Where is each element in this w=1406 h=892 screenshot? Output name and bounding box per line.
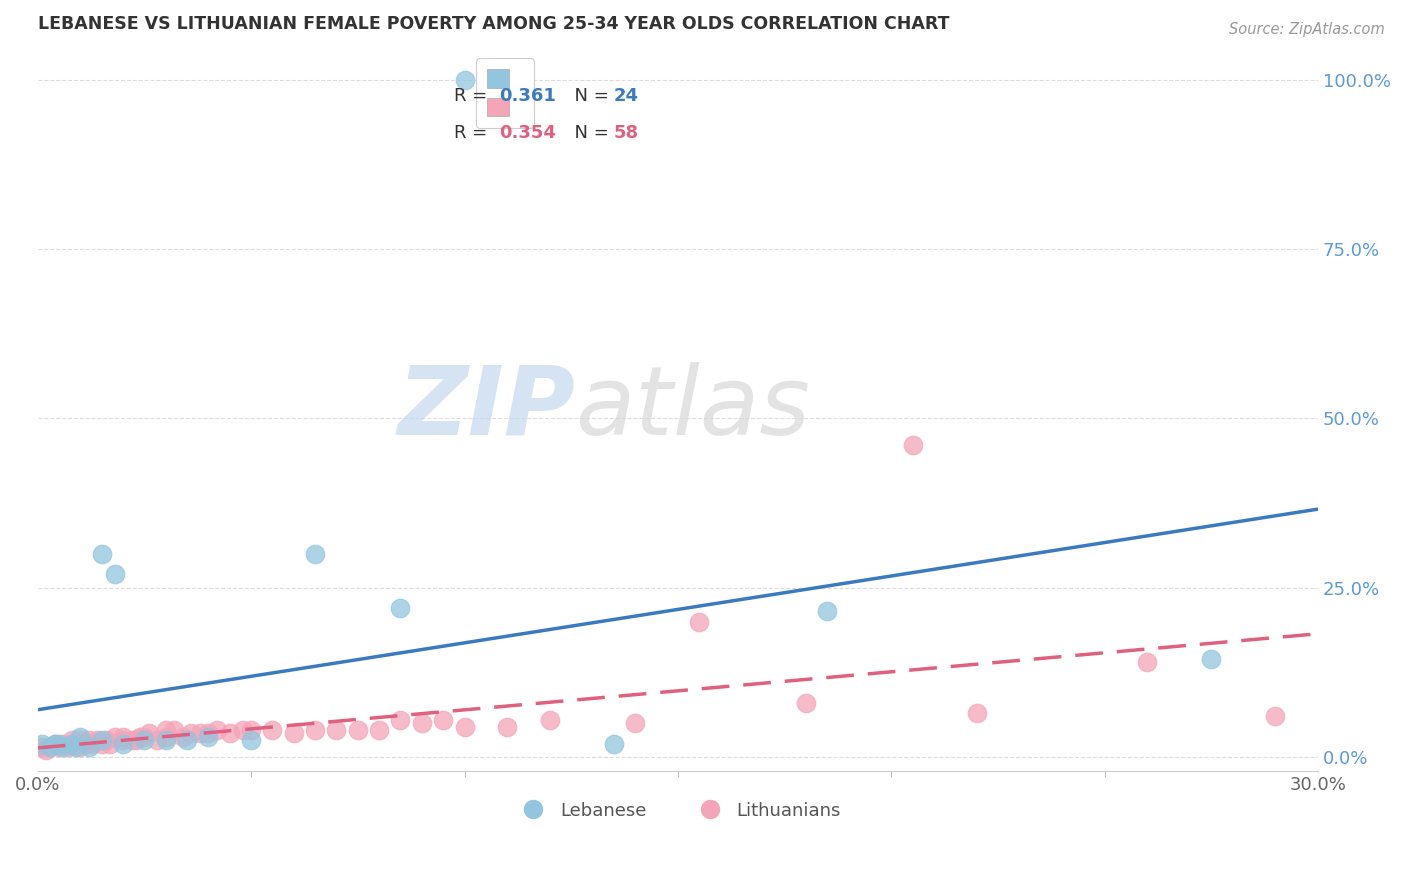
Point <box>138 726 160 740</box>
Point <box>389 713 412 727</box>
Point <box>603 737 626 751</box>
Text: 58: 58 <box>614 124 638 142</box>
Point <box>103 567 125 582</box>
Point <box>901 438 924 452</box>
Point <box>48 737 70 751</box>
Point <box>155 730 177 744</box>
Point <box>304 547 326 561</box>
Point <box>155 733 177 747</box>
Point <box>94 733 117 747</box>
Point <box>60 737 83 751</box>
Point <box>82 737 104 751</box>
Text: 0.354: 0.354 <box>499 124 555 142</box>
Point <box>155 723 177 737</box>
Point <box>176 733 198 747</box>
Point <box>815 604 838 618</box>
Point <box>218 726 240 740</box>
Legend: Lebanese, Lithuanians: Lebanese, Lithuanians <box>508 795 848 827</box>
Point <box>304 723 326 737</box>
Point <box>112 733 135 747</box>
Point <box>1264 709 1286 723</box>
Point <box>496 720 519 734</box>
Text: R =: R = <box>454 87 494 105</box>
Point <box>52 737 75 751</box>
Point <box>411 716 433 731</box>
Text: R =: R = <box>454 124 494 142</box>
Text: ZIP: ZIP <box>398 361 575 455</box>
Point <box>624 716 647 731</box>
Point <box>65 739 87 754</box>
Point <box>39 739 62 754</box>
Point <box>129 730 152 744</box>
Point <box>73 737 96 751</box>
Point <box>453 72 475 87</box>
Point <box>794 696 817 710</box>
Text: N =: N = <box>562 87 614 105</box>
Text: 24: 24 <box>614 87 638 105</box>
Point <box>188 726 211 740</box>
Point <box>197 730 219 744</box>
Point <box>121 733 143 747</box>
Point <box>103 730 125 744</box>
Point <box>1201 652 1223 666</box>
Point <box>48 739 70 754</box>
Point <box>389 601 412 615</box>
Point <box>1136 655 1159 669</box>
Point <box>325 723 347 737</box>
Point <box>77 739 100 754</box>
Point <box>346 723 368 737</box>
Point <box>688 615 710 629</box>
Point <box>86 733 108 747</box>
Text: N =: N = <box>562 124 614 142</box>
Point <box>44 737 66 751</box>
Point <box>39 739 62 754</box>
Point <box>35 743 58 757</box>
Point <box>283 726 305 740</box>
Point <box>232 723 254 737</box>
Point <box>453 720 475 734</box>
Point <box>240 733 263 747</box>
Point <box>65 737 87 751</box>
Point <box>125 733 148 747</box>
Text: 0.361: 0.361 <box>499 87 555 105</box>
Point <box>368 723 391 737</box>
Point <box>90 733 112 747</box>
Point <box>98 737 121 751</box>
Point <box>69 733 91 747</box>
Point <box>69 730 91 744</box>
Point <box>90 737 112 751</box>
Point <box>134 733 156 747</box>
Point <box>197 726 219 740</box>
Text: atlas: atlas <box>575 361 810 455</box>
Point <box>31 737 53 751</box>
Point <box>60 737 83 751</box>
Point <box>60 733 83 747</box>
Point <box>69 739 91 754</box>
Point <box>966 706 988 720</box>
Point <box>90 547 112 561</box>
Point <box>77 733 100 747</box>
Point <box>538 713 561 727</box>
Point <box>56 739 79 754</box>
Point <box>432 713 454 727</box>
Point <box>52 739 75 754</box>
Point <box>163 723 186 737</box>
Text: Source: ZipAtlas.com: Source: ZipAtlas.com <box>1229 22 1385 37</box>
Point <box>146 733 169 747</box>
Point <box>240 723 263 737</box>
Point <box>31 739 53 754</box>
Text: LEBANESE VS LITHUANIAN FEMALE POVERTY AMONG 25-34 YEAR OLDS CORRELATION CHART: LEBANESE VS LITHUANIAN FEMALE POVERTY AM… <box>38 15 949 33</box>
Point <box>44 737 66 751</box>
Point <box>205 723 228 737</box>
Point <box>262 723 284 737</box>
Point <box>172 730 194 744</box>
Point <box>112 730 135 744</box>
Point <box>134 730 156 744</box>
Point <box>180 726 202 740</box>
Point <box>112 737 135 751</box>
